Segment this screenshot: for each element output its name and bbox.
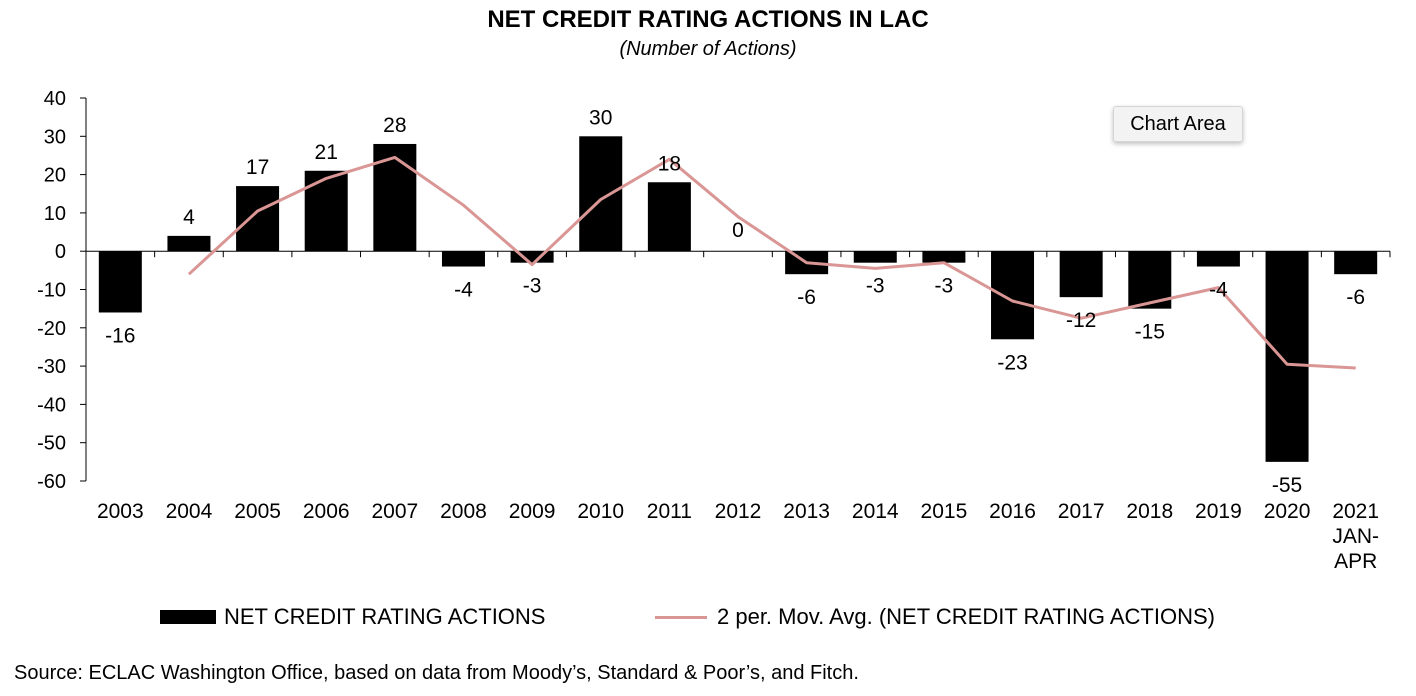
source-note: Source: ECLAC Washington Office, based o… — [14, 662, 859, 684]
bar — [373, 143, 417, 252]
chart-plot-area[interactable]: 403020100-10-20-30-40-50-60-164172128-4-… — [0, 0, 1416, 600]
data-label: -15 — [1135, 321, 1165, 344]
x-tick-label: 2005 — [234, 500, 281, 523]
chart-legend: NET CREDIT RATING ACTIONS 2 per. Mov. Av… — [0, 604, 1416, 634]
moving-average-line — [187, 155, 1356, 370]
x-tick-label: 2012 — [715, 500, 762, 523]
chart-subtitle: (Number of Actions) — [619, 38, 797, 60]
data-label: 4 — [183, 206, 195, 229]
data-label: 21 — [315, 141, 338, 164]
x-tick-label: 2003 — [97, 500, 144, 523]
bar — [1196, 251, 1240, 267]
y-tick-label: 0 — [55, 241, 66, 263]
bar — [647, 182, 691, 252]
data-label: 18 — [658, 152, 681, 175]
x-tick-label: 2014 — [852, 500, 899, 523]
y-tick-label: -10 — [37, 280, 66, 302]
data-label: -4 — [454, 279, 473, 302]
x-tick-label: 2011 — [647, 500, 692, 523]
data-label: 17 — [246, 156, 269, 179]
bar — [579, 136, 623, 252]
y-tick-label: 40 — [44, 88, 66, 110]
data-label: 30 — [589, 106, 612, 129]
data-label: 0 — [732, 219, 744, 242]
y-tick-label: 30 — [44, 126, 66, 148]
data-label: -6 — [797, 286, 816, 309]
bar — [991, 251, 1035, 340]
data-label: -3 — [866, 275, 885, 298]
data-label: -55 — [1272, 474, 1302, 497]
x-tick-label: 2015 — [921, 500, 968, 523]
y-tick-label: 10 — [44, 203, 66, 225]
bar — [441, 251, 485, 267]
x-tick-label: 2013 — [783, 500, 830, 523]
x-tick-label: 2006 — [303, 500, 350, 523]
bar — [304, 170, 348, 252]
data-label: -23 — [997, 351, 1027, 374]
bar — [1265, 251, 1309, 462]
x-tick-label: 2019 — [1195, 500, 1242, 523]
legend-item-bar: NET CREDIT RATING ACTIONS — [160, 604, 545, 630]
bar — [98, 251, 142, 313]
data-label: -4 — [1209, 279, 1228, 302]
y-tick-label: -20 — [37, 318, 66, 340]
data-label: -16 — [105, 324, 135, 347]
legend-bar-label: NET CREDIT RATING ACTIONS — [224, 604, 546, 629]
bar — [1059, 251, 1103, 298]
data-label: -3 — [935, 275, 954, 298]
x-tick-label: 2017 — [1058, 500, 1105, 523]
x-tick-label: 2016 — [989, 500, 1036, 523]
y-tick-label: -40 — [37, 394, 66, 416]
chart-area-tooltip: Chart Area — [1113, 106, 1243, 142]
legend-item-line: 2 per. Mov. Avg. (NET CREDIT RATING ACTI… — [655, 604, 1215, 630]
x-tick-label: APR — [1334, 550, 1377, 573]
bar — [922, 251, 966, 263]
legend-line-swatch — [655, 615, 707, 619]
legend-line-label: 2 per. Mov. Avg. (NET CREDIT RATING ACTI… — [717, 604, 1215, 629]
data-label: -6 — [1346, 286, 1365, 309]
x-tick-label: 2004 — [166, 500, 213, 523]
bar — [510, 251, 554, 263]
x-tick-label: 2010 — [577, 500, 624, 523]
y-tick-label: -50 — [37, 433, 66, 455]
data-label: -3 — [523, 275, 542, 298]
x-tick-label: 2007 — [371, 500, 418, 523]
bar — [167, 235, 211, 252]
x-tick-label: 2020 — [1264, 500, 1311, 523]
bar — [1334, 251, 1378, 275]
x-tick-label: 2021 — [1332, 500, 1379, 523]
y-tick-label: -60 — [37, 471, 66, 493]
x-tick-label: 2008 — [440, 500, 487, 523]
x-tick-label: JAN- — [1332, 525, 1379, 548]
data-label: 28 — [383, 114, 406, 137]
bar — [236, 186, 280, 252]
y-tick-label: 20 — [44, 165, 66, 187]
legend-bar-swatch — [160, 610, 216, 624]
chart-title: NET CREDIT RATING ACTIONS IN LAC — [487, 6, 929, 33]
x-tick-label: 2009 — [509, 500, 556, 523]
x-tick-label: 2018 — [1126, 500, 1173, 523]
bar — [853, 251, 897, 263]
y-tick-label: -30 — [37, 356, 66, 378]
data-label: -12 — [1066, 309, 1096, 332]
